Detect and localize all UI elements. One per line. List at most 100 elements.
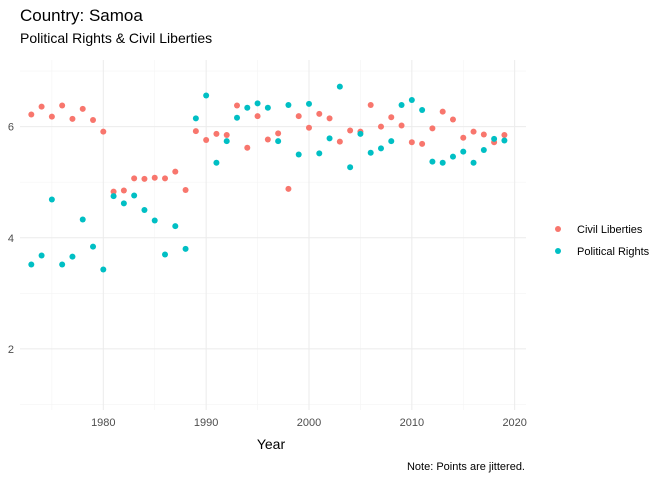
point-civil-liberties [398,122,405,129]
point-political-rights [388,138,395,145]
point-civil-liberties [347,127,354,134]
point-civil-liberties [275,130,282,137]
point-political-rights [213,159,220,166]
point-civil-liberties [367,102,374,108]
point-political-rights [305,100,312,107]
chart-subtitle: Political Rights & Civil Liberties [20,30,212,46]
point-political-rights [151,217,158,224]
point-civil-liberties [336,138,343,145]
point-political-rights [326,135,333,142]
point-political-rights [275,138,282,145]
point-civil-liberties [59,102,66,109]
x-axis-title: Year [257,436,286,452]
point-political-rights [357,130,364,137]
point-political-rights [439,159,446,166]
point-civil-liberties [377,123,384,130]
point-civil-liberties [429,125,436,132]
grid [20,60,526,410]
point-political-rights [285,102,292,108]
point-civil-liberties [305,124,312,131]
point-civil-liberties [326,115,333,122]
point-civil-liberties [460,134,467,141]
point-political-rights [90,243,97,250]
chart-title: Country: Samoa [20,6,143,25]
point-political-rights [347,164,354,171]
legend-key-civil-liberties [555,226,561,232]
legend-key-political-rights [555,248,561,254]
point-political-rights [162,251,169,258]
point-political-rights [367,149,374,156]
legend: Civil Liberties Political Rights [555,224,650,258]
point-civil-liberties [213,130,220,137]
point-political-rights [79,216,86,223]
point-political-rights [131,192,138,199]
point-political-rights [470,159,477,166]
x-tick-label: 1990 [194,417,218,429]
point-civil-liberties [264,136,271,143]
point-political-rights [223,138,230,145]
point-civil-liberties [244,144,251,151]
point-civil-liberties [69,115,76,122]
point-civil-liberties [316,110,323,117]
point-political-rights [69,253,76,260]
point-civil-liberties [120,187,127,194]
chart-caption: Note: Points are jittered. [407,461,525,473]
point-civil-liberties [110,188,117,195]
point-political-rights [429,158,436,165]
point-civil-liberties [234,102,241,109]
point-civil-liberties [254,113,261,120]
point-political-rights [110,193,117,200]
point-civil-liberties [162,175,169,182]
point-civil-liberties [470,128,477,135]
point-civil-liberties [501,132,508,138]
point-political-rights [244,104,251,111]
point-political-rights [28,261,35,268]
point-civil-liberties [38,103,45,110]
point-political-rights [449,153,456,160]
point-political-rights [48,196,55,203]
point-political-rights [120,200,127,207]
point-political-rights [59,261,66,268]
point-civil-liberties [480,131,487,138]
point-political-rights [192,115,199,122]
point-civil-liberties [285,185,292,192]
y-axis-ticks: 2 4 6 [8,122,14,356]
point-political-rights [419,107,426,113]
point-civil-liberties [388,114,395,121]
point-political-rights [182,245,189,252]
point-political-rights [501,137,508,144]
x-axis-ticks: 1980 1990 2000 2010 2020 [91,417,527,429]
point-civil-liberties [439,108,446,115]
y-tick-label: 4 [8,233,14,245]
point-political-rights [203,92,210,99]
point-civil-liberties [192,128,199,135]
point-civil-liberties [419,140,426,147]
point-political-rights [398,102,405,108]
point-political-rights [172,223,179,230]
point-civil-liberties [79,105,86,112]
y-tick-label: 6 [8,122,14,134]
point-political-rights [480,147,487,153]
point-civil-liberties [223,132,230,138]
point-civil-liberties [203,137,210,143]
point-civil-liberties [151,174,158,181]
point-political-rights [408,97,415,103]
point-political-rights [491,135,498,142]
point-political-rights [336,83,343,90]
x-tick-label: 2000 [297,417,321,429]
point-political-rights [141,207,148,213]
point-civil-liberties [141,175,148,182]
point-political-rights [254,100,261,107]
point-political-rights [316,150,323,157]
point-political-rights [264,104,271,111]
data-points [28,83,508,273]
point-political-rights [377,145,384,152]
point-political-rights [460,148,467,155]
point-civil-liberties [295,113,302,120]
y-tick-label: 2 [8,344,14,356]
point-civil-liberties [408,139,415,146]
point-civil-liberties [48,113,55,120]
x-tick-label: 2020 [502,417,526,429]
point-civil-liberties [100,128,107,135]
